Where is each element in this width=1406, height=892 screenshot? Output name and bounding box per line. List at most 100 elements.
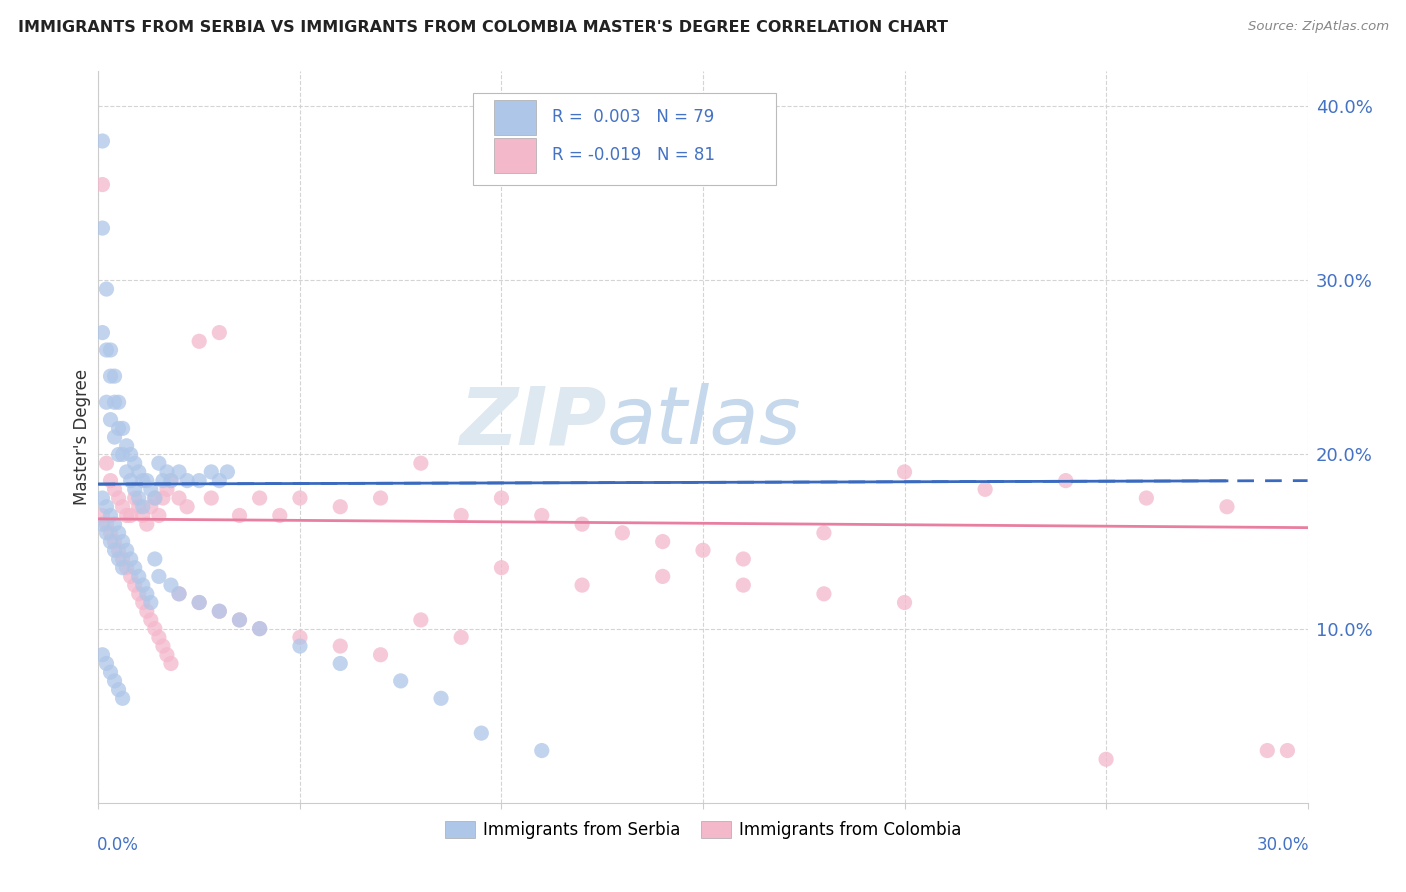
- Point: [107, 543, 129, 558]
- Point: [91, 648, 114, 662]
- Point: [124, 560, 146, 574]
- Point: [430, 691, 453, 706]
- Point: [128, 491, 150, 505]
- Point: [128, 587, 150, 601]
- Text: atlas: atlas: [606, 384, 801, 461]
- Point: [1277, 743, 1299, 757]
- Point: [208, 604, 231, 618]
- Point: [530, 508, 553, 523]
- Point: [329, 500, 352, 514]
- Point: [692, 543, 714, 558]
- Point: [733, 552, 755, 566]
- Point: [160, 657, 183, 671]
- Point: [143, 491, 166, 505]
- Point: [733, 578, 755, 592]
- Point: [329, 639, 352, 653]
- Point: [1135, 491, 1157, 505]
- Point: [96, 657, 118, 671]
- Point: [288, 639, 311, 653]
- Point: [148, 569, 170, 583]
- Point: [135, 587, 157, 601]
- Point: [128, 465, 150, 479]
- Point: [139, 595, 162, 609]
- Text: ZIP: ZIP: [458, 384, 606, 461]
- Point: [132, 508, 155, 523]
- Point: [893, 465, 915, 479]
- Point: [139, 500, 162, 514]
- Point: [111, 448, 134, 462]
- Point: [288, 631, 311, 645]
- Point: [115, 543, 138, 558]
- Point: [176, 474, 198, 488]
- Point: [111, 552, 134, 566]
- Point: [651, 569, 673, 583]
- Point: [96, 500, 118, 514]
- Point: [120, 569, 142, 583]
- Point: [188, 595, 211, 609]
- Bar: [494, 138, 536, 173]
- Point: [152, 639, 174, 653]
- Point: [188, 334, 211, 349]
- Point: [107, 491, 129, 505]
- Point: [152, 491, 174, 505]
- Point: [217, 465, 239, 479]
- Point: [188, 474, 211, 488]
- Point: [100, 369, 122, 384]
- Point: [1054, 474, 1077, 488]
- Point: [100, 508, 122, 523]
- Point: [160, 578, 183, 592]
- Point: [148, 631, 170, 645]
- Point: [228, 508, 250, 523]
- Point: [249, 491, 271, 505]
- Point: [143, 552, 166, 566]
- Point: [1256, 743, 1278, 757]
- Point: [96, 456, 118, 470]
- Point: [143, 491, 166, 505]
- Point: [530, 743, 553, 757]
- Point: [124, 483, 146, 497]
- Point: [91, 134, 114, 148]
- Point: [651, 534, 673, 549]
- Point: [148, 456, 170, 470]
- Point: [107, 525, 129, 540]
- Legend: Immigrants from Serbia, Immigrants from Colombia: Immigrants from Serbia, Immigrants from …: [439, 814, 967, 846]
- Y-axis label: Master's Degree: Master's Degree: [73, 369, 91, 505]
- Point: [571, 517, 593, 532]
- Point: [100, 534, 122, 549]
- Point: [288, 491, 311, 505]
- Point: [491, 560, 513, 574]
- Text: R = -0.019   N = 81: R = -0.019 N = 81: [551, 146, 714, 164]
- Point: [115, 439, 138, 453]
- Point: [111, 691, 134, 706]
- Point: [124, 491, 146, 505]
- Point: [148, 508, 170, 523]
- Point: [156, 483, 179, 497]
- Point: [450, 508, 472, 523]
- Point: [96, 517, 118, 532]
- Point: [370, 648, 392, 662]
- Point: [100, 343, 122, 357]
- Point: [96, 525, 118, 540]
- Point: [107, 552, 129, 566]
- Point: [409, 456, 432, 470]
- Point: [200, 491, 222, 505]
- Point: [329, 657, 352, 671]
- Point: [1095, 752, 1118, 766]
- Point: [100, 474, 122, 488]
- Point: [115, 560, 138, 574]
- Point: [160, 474, 183, 488]
- Point: [103, 369, 125, 384]
- Point: [156, 648, 179, 662]
- Point: [160, 474, 183, 488]
- Point: [370, 491, 392, 505]
- Point: [208, 326, 231, 340]
- Point: [974, 483, 997, 497]
- Point: [228, 613, 250, 627]
- Point: [249, 622, 271, 636]
- Point: [107, 421, 129, 435]
- Point: [115, 465, 138, 479]
- Point: [135, 474, 157, 488]
- Point: [96, 395, 118, 409]
- Point: [188, 595, 211, 609]
- Point: [571, 578, 593, 592]
